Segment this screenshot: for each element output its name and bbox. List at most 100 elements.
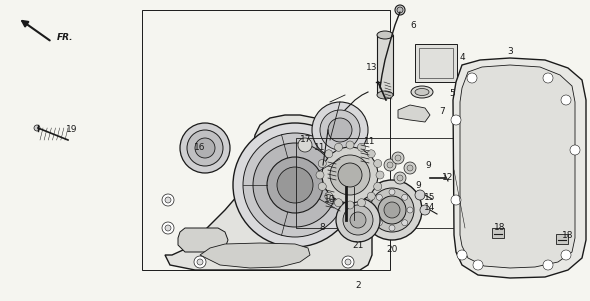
Circle shape [243, 133, 347, 237]
Circle shape [376, 220, 382, 226]
Circle shape [392, 152, 404, 164]
Circle shape [407, 165, 413, 171]
Circle shape [233, 123, 357, 247]
Circle shape [384, 202, 400, 218]
Circle shape [561, 250, 571, 260]
Circle shape [420, 205, 430, 215]
Circle shape [335, 143, 343, 151]
Ellipse shape [377, 31, 393, 39]
Circle shape [343, 205, 373, 235]
Bar [142, 10, 390, 270]
Ellipse shape [411, 86, 433, 98]
Circle shape [162, 222, 174, 234]
Circle shape [34, 125, 40, 131]
Circle shape [367, 150, 375, 158]
Bar [556, 234, 568, 244]
Circle shape [346, 201, 354, 209]
Circle shape [362, 204, 374, 216]
Polygon shape [165, 115, 372, 270]
Text: 17: 17 [300, 135, 312, 144]
Circle shape [298, 138, 312, 152]
Ellipse shape [377, 91, 393, 99]
Text: 4: 4 [459, 54, 465, 63]
Circle shape [346, 141, 354, 149]
Text: 21: 21 [352, 240, 363, 250]
Text: 6: 6 [410, 20, 416, 29]
Text: 14: 14 [424, 203, 435, 213]
Circle shape [407, 207, 413, 213]
Circle shape [318, 160, 326, 168]
Circle shape [180, 123, 230, 173]
Circle shape [330, 155, 370, 195]
Text: 20: 20 [386, 246, 398, 255]
Circle shape [561, 95, 571, 105]
Circle shape [267, 157, 323, 213]
Circle shape [342, 256, 354, 268]
Circle shape [165, 197, 171, 203]
Text: 11: 11 [314, 144, 326, 153]
Polygon shape [453, 58, 586, 278]
Text: 8: 8 [319, 224, 325, 232]
Circle shape [397, 175, 403, 181]
Circle shape [328, 118, 352, 142]
Text: 9: 9 [415, 181, 421, 190]
Circle shape [467, 73, 477, 83]
Circle shape [324, 150, 333, 158]
Circle shape [358, 143, 365, 151]
Circle shape [389, 225, 395, 231]
Ellipse shape [415, 88, 429, 95]
Circle shape [318, 182, 326, 191]
Bar [419, 48, 453, 78]
Circle shape [253, 143, 337, 227]
Circle shape [335, 199, 343, 207]
Circle shape [358, 199, 365, 207]
Text: 3: 3 [507, 48, 513, 57]
Circle shape [338, 163, 362, 187]
Circle shape [376, 194, 382, 200]
Text: 15: 15 [424, 193, 436, 201]
Circle shape [197, 259, 203, 265]
Circle shape [397, 7, 403, 13]
Bar [492, 228, 504, 238]
Circle shape [451, 195, 461, 205]
Circle shape [362, 180, 422, 240]
Circle shape [473, 260, 483, 270]
Polygon shape [460, 65, 575, 268]
Circle shape [378, 196, 406, 224]
Circle shape [543, 73, 553, 83]
Text: 10: 10 [324, 196, 336, 204]
Circle shape [395, 5, 405, 15]
Circle shape [389, 189, 395, 195]
Circle shape [195, 138, 215, 158]
Circle shape [367, 192, 375, 200]
Circle shape [370, 188, 414, 232]
Circle shape [322, 147, 378, 203]
Text: 11: 11 [364, 138, 376, 147]
Circle shape [404, 162, 416, 174]
Text: FR.: FR. [57, 33, 74, 42]
Circle shape [570, 145, 580, 155]
Circle shape [165, 225, 171, 231]
Text: 9: 9 [425, 160, 431, 169]
Text: 18: 18 [562, 231, 573, 240]
Text: 18: 18 [494, 224, 506, 232]
Circle shape [543, 260, 553, 270]
Text: 12: 12 [442, 172, 454, 182]
Circle shape [384, 159, 396, 171]
Circle shape [277, 167, 313, 203]
Circle shape [320, 110, 360, 150]
Circle shape [402, 220, 408, 226]
Text: 2: 2 [355, 281, 361, 290]
Circle shape [194, 256, 206, 268]
Circle shape [324, 192, 333, 200]
Text: 13: 13 [366, 64, 378, 73]
Circle shape [187, 130, 223, 166]
Circle shape [371, 207, 377, 213]
Circle shape [402, 194, 408, 200]
Polygon shape [178, 228, 228, 252]
Circle shape [312, 102, 368, 158]
Circle shape [350, 212, 366, 228]
Bar [415, 44, 457, 82]
Circle shape [162, 194, 174, 206]
Circle shape [373, 182, 382, 191]
